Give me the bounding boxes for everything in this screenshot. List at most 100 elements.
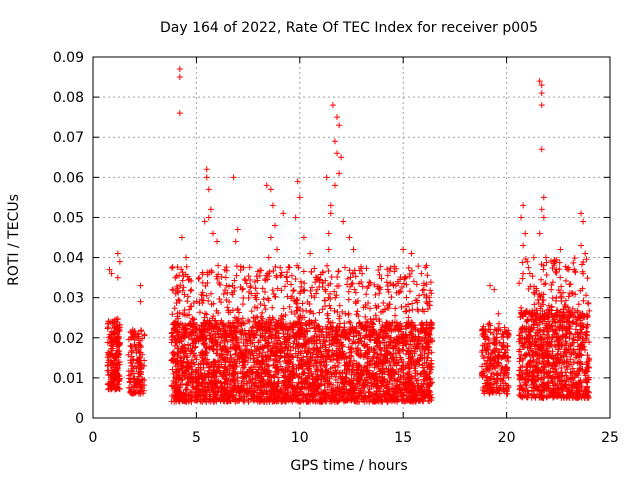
data-point bbox=[295, 352, 302, 359]
data-point bbox=[297, 278, 304, 285]
data-point bbox=[334, 363, 341, 370]
data-point bbox=[309, 396, 316, 403]
data-point bbox=[205, 373, 212, 380]
data-point bbox=[293, 341, 300, 348]
data-point bbox=[239, 315, 246, 322]
data-point bbox=[204, 280, 211, 287]
data-point bbox=[107, 335, 114, 342]
data-point bbox=[390, 344, 397, 351]
data-point bbox=[199, 398, 206, 405]
data-point bbox=[405, 323, 412, 330]
data-point bbox=[327, 295, 334, 302]
data-point bbox=[288, 281, 295, 288]
data-point bbox=[173, 300, 180, 307]
data-point bbox=[299, 322, 306, 329]
data-point bbox=[281, 345, 288, 352]
data-point bbox=[238, 349, 245, 356]
data-point bbox=[178, 354, 185, 361]
data-point bbox=[376, 290, 383, 297]
data-point bbox=[290, 365, 297, 372]
data-point bbox=[256, 346, 263, 353]
data-point bbox=[292, 276, 299, 283]
data-point bbox=[360, 354, 367, 361]
data-point bbox=[252, 294, 259, 301]
data-point bbox=[376, 368, 383, 375]
data-point bbox=[317, 380, 324, 387]
data-point bbox=[355, 347, 362, 354]
data-point bbox=[381, 396, 388, 403]
data-point bbox=[225, 283, 232, 290]
data-point bbox=[261, 289, 268, 296]
data-point bbox=[498, 333, 505, 340]
data-point bbox=[318, 381, 325, 388]
data-point bbox=[284, 395, 291, 402]
data-point bbox=[395, 345, 402, 352]
data-point bbox=[361, 398, 368, 405]
data-point bbox=[290, 288, 297, 295]
data-point bbox=[281, 374, 288, 381]
data-point bbox=[336, 302, 343, 309]
data-point bbox=[111, 320, 118, 327]
data-point bbox=[205, 359, 212, 366]
data-point bbox=[282, 311, 289, 318]
data-point bbox=[421, 291, 427, 298]
data-point bbox=[413, 344, 420, 351]
data-point bbox=[302, 341, 309, 348]
data-point bbox=[168, 265, 175, 272]
data-point bbox=[286, 324, 293, 331]
data-point bbox=[332, 376, 339, 383]
data-point bbox=[321, 297, 328, 304]
data-point bbox=[349, 362, 356, 369]
data-point bbox=[263, 391, 270, 398]
data-point bbox=[364, 363, 371, 370]
data-point bbox=[241, 320, 248, 327]
data-point bbox=[191, 397, 198, 404]
data-point bbox=[492, 365, 499, 372]
data-point bbox=[214, 275, 221, 282]
data-point bbox=[311, 392, 318, 399]
data-point bbox=[427, 279, 434, 286]
data-point bbox=[344, 275, 351, 282]
data-point bbox=[200, 320, 207, 327]
data-point bbox=[346, 329, 353, 336]
data-point bbox=[303, 349, 310, 356]
data-point bbox=[381, 391, 388, 398]
data-point bbox=[342, 362, 349, 369]
data-point bbox=[282, 326, 289, 333]
data-point bbox=[231, 395, 238, 402]
data-points bbox=[104, 66, 593, 405]
data-point bbox=[363, 265, 370, 272]
data-point bbox=[400, 391, 407, 398]
data-point bbox=[260, 383, 267, 390]
data-point bbox=[278, 287, 285, 294]
data-point bbox=[130, 390, 137, 397]
data-point bbox=[293, 330, 300, 337]
data-point bbox=[312, 375, 319, 382]
data-point bbox=[282, 321, 289, 328]
data-point bbox=[415, 340, 422, 347]
data-point bbox=[402, 386, 409, 393]
data-point bbox=[288, 295, 295, 302]
data-point bbox=[360, 304, 367, 311]
data-point bbox=[406, 288, 413, 295]
data-point bbox=[301, 314, 308, 321]
data-point bbox=[309, 387, 316, 394]
data-point bbox=[188, 388, 195, 395]
data-point bbox=[414, 382, 421, 389]
data-point bbox=[373, 355, 380, 362]
data-point bbox=[421, 328, 428, 335]
data-point bbox=[177, 282, 184, 289]
data-point bbox=[177, 382, 184, 389]
data-point bbox=[273, 272, 280, 279]
data-point bbox=[286, 303, 293, 310]
data-point bbox=[173, 369, 180, 376]
data-point bbox=[388, 294, 395, 301]
data-point bbox=[187, 287, 194, 294]
data-point bbox=[139, 351, 146, 358]
data-point bbox=[255, 382, 262, 389]
data-point bbox=[202, 396, 209, 403]
data-point bbox=[127, 371, 134, 378]
data-point bbox=[326, 302, 333, 309]
data-point bbox=[319, 328, 326, 335]
data-point bbox=[301, 286, 308, 293]
